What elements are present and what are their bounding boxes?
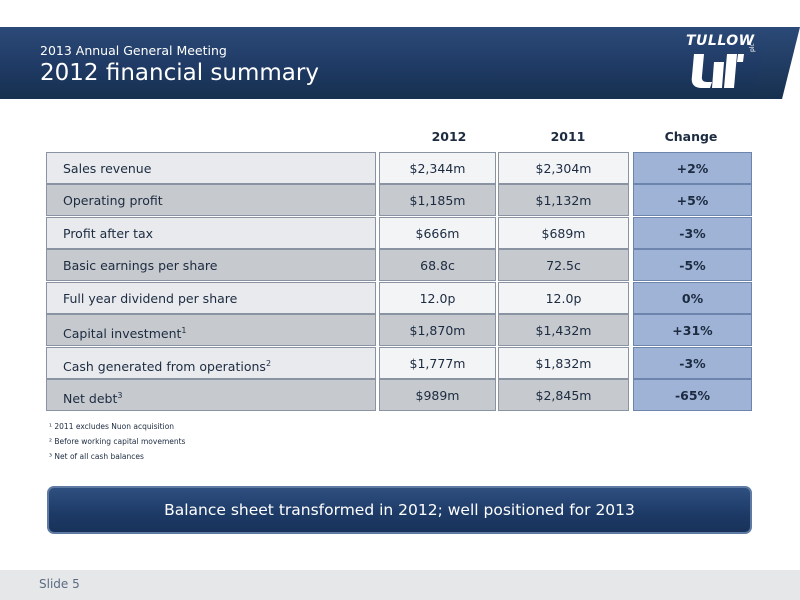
value-2012: $1,870m xyxy=(379,314,496,346)
row-label: Sales revenue xyxy=(46,152,376,184)
footnote-marker: 3 xyxy=(117,391,123,400)
header-tab-edge xyxy=(752,27,800,99)
value-2012: $666m xyxy=(379,217,496,249)
meeting-subtitle: 2013 Annual General Meeting xyxy=(40,43,227,58)
change-value: +2% xyxy=(633,152,752,184)
change-value: 0% xyxy=(633,282,752,314)
value-2011: $1,132m xyxy=(498,184,629,216)
summary-banner: Balance sheet transformed in 2012; well … xyxy=(47,486,752,534)
tullow-logo: TULLOW plc xyxy=(686,33,758,89)
row-label: Capital investment1 xyxy=(46,314,376,346)
change-value: -5% xyxy=(633,249,752,281)
value-2012: $2,344m xyxy=(379,152,496,184)
row-label: Full year dividend per share xyxy=(46,282,376,314)
footnote-marker: 2 xyxy=(265,359,272,368)
value-2011: 12.0p xyxy=(498,282,629,314)
table-row: Full year dividend per share 12.0p 12.0p… xyxy=(46,282,752,314)
column-header-2011: 2011 xyxy=(550,129,586,144)
footnote: ³ Net of all cash balances xyxy=(49,452,144,461)
value-2012: $989m xyxy=(379,379,496,411)
change-value: -3% xyxy=(633,217,752,249)
change-value: -65% xyxy=(633,379,752,411)
row-label: Net debt3 xyxy=(46,379,376,411)
table-row: Capital investment1 $1,870m $1,432m +31% xyxy=(46,314,752,346)
table-row: Profit after tax $666m $689m -3% xyxy=(46,217,752,249)
logo-emblem-icon xyxy=(691,54,744,88)
table-row: Basic earnings per share 68.8c 72.5c -5% xyxy=(46,249,752,281)
row-label: Cash generated from operations2 xyxy=(46,347,376,379)
row-label: Operating profit xyxy=(46,184,376,216)
column-header-change: Change xyxy=(664,129,718,144)
row-label: Basic earnings per share xyxy=(46,249,376,281)
column-header-2012: 2012 xyxy=(431,129,467,144)
table-row: Sales revenue $2,344m $2,304m +2% xyxy=(46,152,752,184)
change-value: +31% xyxy=(633,314,752,346)
logo-wordmark: TULLOW xyxy=(686,33,755,49)
value-2012: 68.8c xyxy=(379,249,496,281)
footnote: ¹ 2011 excludes Nuon acquisition xyxy=(49,422,175,431)
value-2011: $2,845m xyxy=(498,379,629,411)
logo-plc: plc xyxy=(749,43,756,52)
change-value: +5% xyxy=(633,184,752,216)
value-2011: $689m xyxy=(498,217,629,249)
footer-bar: Slide 5 xyxy=(0,570,800,600)
value-2011: $1,832m xyxy=(498,347,629,379)
footnote-marker: 1 xyxy=(181,326,187,335)
change-value: -3% xyxy=(633,347,752,379)
value-2012: 12.0p xyxy=(379,282,496,314)
page-title: 2012 financial summary xyxy=(40,60,319,86)
row-label: Profit after tax xyxy=(46,217,376,249)
value-2012: $1,777m xyxy=(379,347,496,379)
table-row: Cash generated from operations2 $1,777m … xyxy=(46,347,752,379)
footnote: ² Before working capital movements xyxy=(49,437,186,446)
table-row: Net debt3 $989m $2,845m -65% xyxy=(46,379,752,411)
value-2011: $1,432m xyxy=(498,314,629,346)
value-2012: $1,185m xyxy=(379,184,496,216)
table-row: Operating profit $1,185m $1,132m +5% xyxy=(46,184,752,216)
value-2011: $2,304m xyxy=(498,152,629,184)
value-2011: 72.5c xyxy=(498,249,629,281)
header-bar: 2013 Annual General Meeting 2012 financi… xyxy=(0,27,800,99)
slide-number: Slide 5 xyxy=(39,577,80,591)
